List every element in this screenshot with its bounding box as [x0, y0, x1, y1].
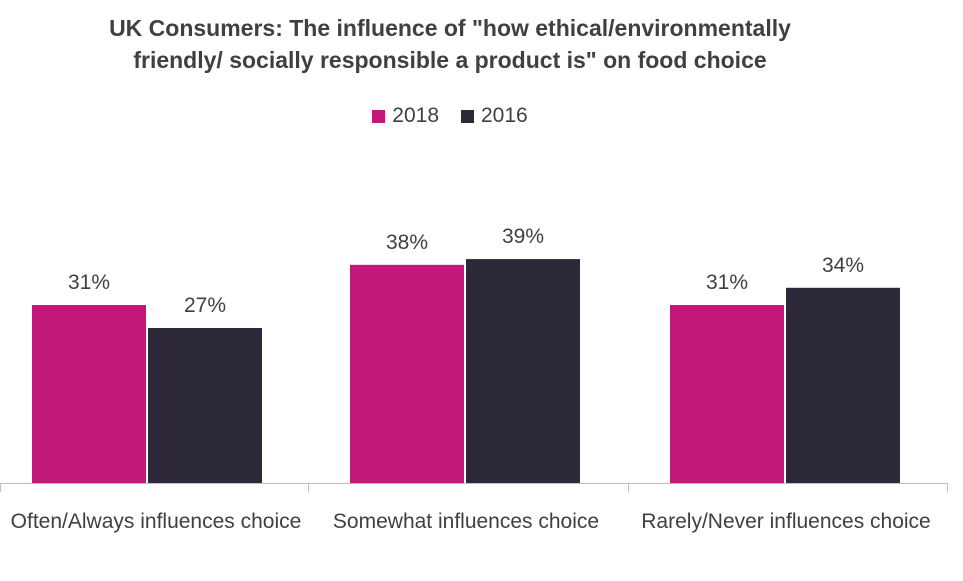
data-label-2018-somewhat: 38% — [386, 231, 428, 254]
bar-2018-often-always — [32, 305, 146, 483]
chart-title-line-2: friendly/ socially responsible a product… — [133, 47, 767, 73]
legend-label-2018: 2018 — [392, 104, 439, 127]
legend-swatch-2016 — [461, 109, 474, 123]
legend-item-2016: 2016 — [461, 104, 528, 128]
legend-label-2016: 2016 — [481, 104, 528, 127]
chart-title: UK Consumers: The influence of "how ethi… — [0, 12, 900, 76]
category-label-somewhat: Somewhat influences choice — [332, 510, 600, 533]
bar-2018-somewhat — [350, 264, 464, 483]
data-label-2018-rarely-never: 31% — [706, 271, 748, 294]
chart-legend: 2018 2016 — [0, 104, 900, 128]
bar-2016-rarely-never — [786, 287, 900, 483]
chart-title-line-1: UK Consumers: The influence of "how ethi… — [109, 15, 791, 41]
bar-2016-often-always — [148, 327, 262, 483]
category-label-rarely-never: Rarely/Never influences choice — [641, 510, 931, 533]
bar-2016-somewhat — [466, 259, 580, 483]
data-label-2016-rarely-never: 34% — [822, 254, 864, 277]
data-label-2016-often-always: 27% — [184, 294, 226, 317]
legend-item-2018: 2018 — [372, 104, 439, 128]
data-label-2018-often-always: 31% — [68, 271, 110, 294]
legend-swatch-2018 — [372, 109, 386, 123]
data-label-2016-somewhat: 39% — [502, 225, 544, 248]
bar-2018-rarely-never — [670, 305, 784, 483]
category-label-often-always: Often/Always influences choice — [10, 510, 302, 533]
